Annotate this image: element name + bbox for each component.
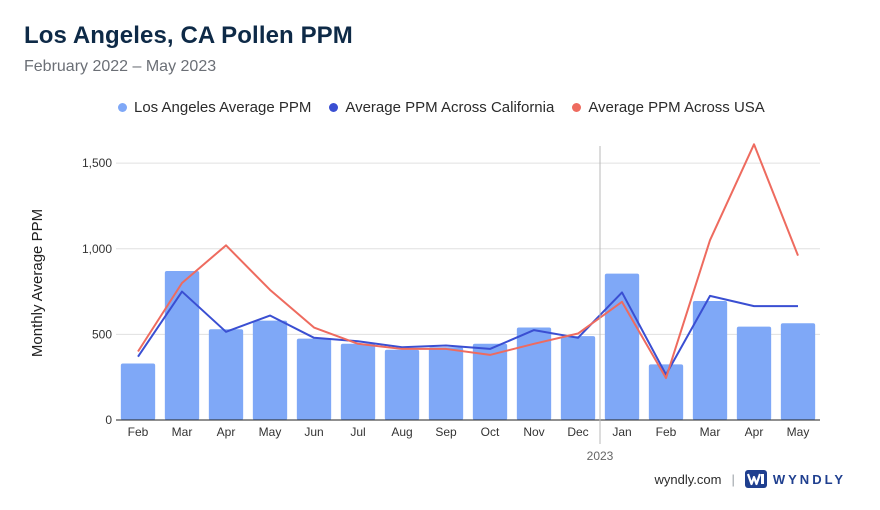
legend-dot-la <box>118 103 127 112</box>
bar-la-6 <box>384 349 420 420</box>
bar-la-15 <box>780 323 816 420</box>
x-tick-label: Sep <box>435 425 457 439</box>
x-tick-label: Apr <box>745 425 764 439</box>
bar-la-13 <box>692 300 728 420</box>
x-tick-label: Feb <box>128 425 149 439</box>
legend-item-la: Los Angeles Average PPM <box>118 99 311 116</box>
bar-la-10 <box>560 336 596 420</box>
bar-la-2 <box>208 329 244 420</box>
x-tick-label: Apr <box>217 425 236 439</box>
bar-la-8 <box>472 343 508 420</box>
bar-la-11 <box>604 273 640 420</box>
y-tick-label: 1,500 <box>82 156 112 170</box>
x-tick-label: Dec <box>567 425 588 439</box>
y-tick-label: 0 <box>105 413 112 427</box>
bar-la-12 <box>648 364 684 420</box>
bar-la-1 <box>164 271 200 420</box>
x-tick-label: Jan <box>612 425 631 439</box>
chart-legend: Los Angeles Average PPM Average PPM Acro… <box>118 99 765 116</box>
wyndly-logo-icon <box>744 470 767 488</box>
x-tick-label: Nov <box>523 425 544 439</box>
footer: wyndly.com | WYNDLY <box>655 470 846 488</box>
brand-wordmark: WYNDLY <box>772 471 846 487</box>
site-link[interactable]: wyndly.com <box>654 471 722 487</box>
bar-la-7 <box>428 347 464 420</box>
legend-label-usa: Average PPM Across USA <box>588 99 765 116</box>
bar-la-14 <box>736 326 772 420</box>
y-tick-label: 500 <box>92 327 112 341</box>
legend-item-usa: Average PPM Across USA <box>572 99 765 116</box>
legend-label-la: Los Angeles Average PPM <box>134 99 312 116</box>
chart-title: Los Angeles, CA Pollen PPM <box>24 22 353 49</box>
axes: 0 500 1,000 1,500 Feb Mar Apr May Jun Jul Aug Sep Oc… <box>29 146 820 463</box>
x-tick-label: Jun <box>304 425 323 439</box>
chart-subtitle: February 2022 – May 2023 <box>24 58 217 75</box>
bar-la-0 <box>120 363 156 420</box>
x-tick-label: Aug <box>391 425 412 439</box>
line-usa <box>137 143 799 380</box>
legend-label-california: Average PPM Across California <box>345 99 555 116</box>
legend-dot-california <box>329 103 339 112</box>
brand-logo: WYNDLY <box>744 470 846 488</box>
x-tick-label: Oct <box>481 425 500 439</box>
bar-la-3 <box>252 320 288 420</box>
x-tick-label: Feb <box>656 425 677 439</box>
bar-la-4 <box>296 338 332 420</box>
line-california <box>137 290 798 376</box>
footer-separator: | <box>731 471 735 487</box>
year-label: 2023 <box>587 449 614 463</box>
y-axis-title: Monthly Average PPM <box>29 209 46 357</box>
line-series <box>137 143 799 380</box>
x-tick-label: Jul <box>350 425 365 439</box>
bar-series-la <box>120 271 816 420</box>
legend-item-california: Average PPM Across California <box>329 99 554 116</box>
legend-dot-usa <box>572 103 582 112</box>
x-tick-label: Mar <box>700 425 721 439</box>
x-tick-label: May <box>787 425 810 439</box>
x-tick-label: Mar <box>172 425 193 439</box>
x-tick-label: May <box>259 425 282 439</box>
bar-la-9 <box>516 327 552 420</box>
bar-la-5 <box>340 343 376 420</box>
y-tick-label: 1,000 <box>82 242 112 256</box>
